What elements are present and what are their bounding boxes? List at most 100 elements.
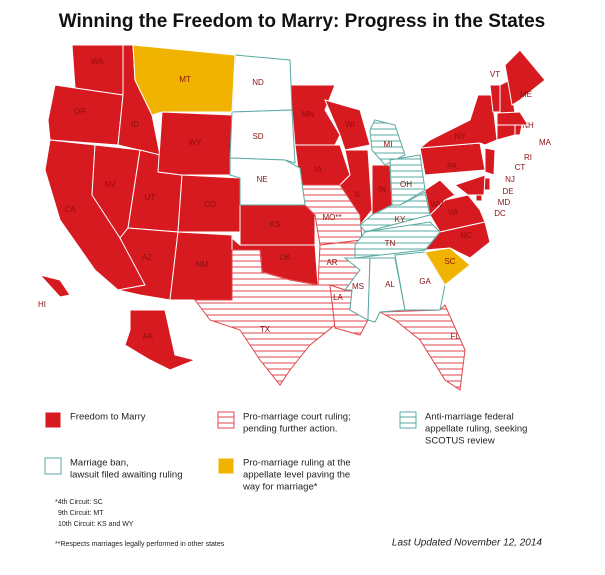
state-label: VT bbox=[490, 70, 500, 79]
state-label: WY bbox=[189, 138, 203, 147]
state: ME bbox=[504, 49, 546, 106]
state: KY bbox=[359, 191, 431, 233]
state: FL bbox=[378, 304, 466, 391]
state-label: CO bbox=[204, 200, 216, 209]
state-label: IL bbox=[355, 190, 362, 199]
legend-label: lawsuit filed awaiting ruling bbox=[70, 470, 182, 481]
state-shape bbox=[424, 247, 471, 286]
state-shape bbox=[496, 124, 516, 141]
state-shape bbox=[496, 111, 529, 126]
state-label: DC bbox=[494, 209, 506, 218]
state-shape bbox=[389, 154, 426, 206]
legend-label: appellate level paving the bbox=[243, 470, 350, 481]
state-shape bbox=[124, 309, 197, 371]
legend-label: appellate ruling, seeking bbox=[425, 424, 527, 435]
state: WI bbox=[324, 99, 371, 151]
state: HI bbox=[38, 274, 71, 309]
state: OR bbox=[47, 84, 124, 146]
state-label: AL bbox=[385, 280, 395, 289]
legend-label: way for marriage* bbox=[242, 482, 318, 493]
state-label: TX bbox=[260, 325, 271, 334]
state-label: RI bbox=[524, 153, 532, 162]
state: NM bbox=[169, 231, 233, 301]
state: AK bbox=[124, 309, 197, 371]
footnote: **Respects marriages legally performed i… bbox=[55, 541, 225, 548]
state: GA bbox=[394, 251, 446, 311]
state-label: NE bbox=[256, 175, 267, 184]
state-shape bbox=[229, 109, 296, 164]
state-label: AK bbox=[143, 332, 154, 341]
state-shape bbox=[504, 49, 546, 106]
state: WY bbox=[157, 111, 233, 176]
legend-label: Marriage ban, bbox=[70, 458, 129, 469]
state-label: IA bbox=[314, 165, 322, 174]
state: WA bbox=[71, 44, 126, 96]
footnotes: *4th Circuit: SC 9th Circuit: MT 10th Ci… bbox=[55, 499, 225, 548]
legend-label: pending further action. bbox=[243, 424, 338, 435]
state: KS bbox=[239, 204, 316, 246]
footnote: 10th Circuit: KS and WY bbox=[58, 521, 134, 528]
state-label: MD bbox=[498, 198, 511, 207]
state: MI bbox=[369, 119, 406, 166]
state: AL bbox=[367, 257, 406, 323]
state-label: KS bbox=[270, 220, 281, 229]
state-label: NJ bbox=[505, 175, 515, 184]
footnote: 9th Circuit: MT bbox=[58, 510, 104, 517]
state: TX bbox=[194, 249, 336, 386]
state-label: NH bbox=[522, 121, 534, 130]
state: SC bbox=[424, 247, 471, 286]
state-label: ID bbox=[131, 120, 139, 129]
state-shape bbox=[514, 124, 523, 136]
state-shape bbox=[394, 251, 446, 311]
legend-swatch bbox=[44, 457, 62, 475]
state-label: UT bbox=[145, 193, 156, 202]
state-label: IN bbox=[378, 185, 386, 194]
updated: Last Updated November 12, 2014 bbox=[392, 538, 543, 549]
state: MD bbox=[453, 174, 511, 207]
state-label: CA bbox=[64, 205, 76, 214]
state-label: HI bbox=[38, 300, 46, 309]
state-label: SD bbox=[252, 132, 263, 141]
state-label: NY bbox=[454, 132, 466, 141]
state: ND bbox=[231, 54, 293, 113]
state-label: AZ bbox=[142, 253, 152, 262]
state-label: MT bbox=[179, 75, 191, 84]
state-label: MA bbox=[539, 138, 552, 147]
state-label: NC bbox=[460, 231, 472, 240]
state-label: WV bbox=[431, 200, 445, 209]
state: NJ bbox=[484, 147, 515, 184]
state-shape bbox=[294, 144, 351, 186]
state-label: MN bbox=[302, 110, 315, 119]
state-label: CT bbox=[515, 163, 526, 172]
legend-swatch bbox=[44, 411, 62, 429]
state-shape bbox=[484, 147, 496, 176]
state-label: WI bbox=[345, 120, 355, 129]
state: NY bbox=[418, 94, 498, 149]
state-shape bbox=[369, 119, 406, 166]
state: RI bbox=[514, 124, 532, 162]
state-label: TN bbox=[385, 239, 396, 248]
state-label: GA bbox=[419, 277, 431, 286]
legend-label: Pro-marriage ruling at the bbox=[243, 458, 351, 469]
state-shape bbox=[132, 44, 236, 116]
state-label: OK bbox=[279, 253, 291, 262]
state-label: ME bbox=[520, 90, 532, 99]
state: CO bbox=[177, 174, 241, 233]
state-label: MS bbox=[352, 282, 364, 291]
legend-swatch bbox=[217, 457, 235, 475]
state-label: NV bbox=[104, 180, 116, 189]
state-label: MO** bbox=[322, 213, 341, 222]
state: IA bbox=[294, 144, 351, 186]
state-shape bbox=[378, 304, 466, 391]
state-label: ND bbox=[252, 78, 264, 87]
state: MA bbox=[496, 111, 552, 147]
state: OH bbox=[389, 154, 426, 206]
state-shape bbox=[359, 191, 431, 233]
footnote: *4th Circuit: SC bbox=[55, 499, 103, 506]
state-shape bbox=[324, 99, 371, 151]
state: DC bbox=[475, 194, 506, 218]
state-shape bbox=[453, 174, 486, 196]
state-shape bbox=[475, 194, 483, 202]
legend-swatch bbox=[399, 411, 417, 429]
